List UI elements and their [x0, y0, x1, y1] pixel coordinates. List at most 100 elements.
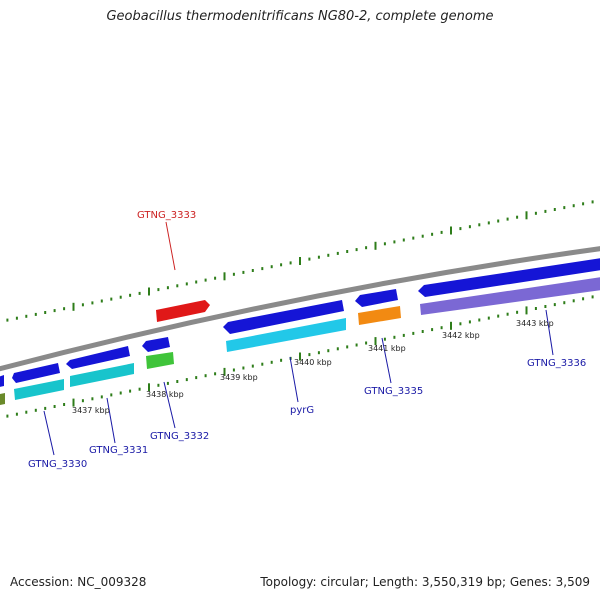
label-gene-3333[interactable]: GTNG_3333	[137, 210, 196, 221]
inner-ring-tick	[176, 380, 179, 383]
leader-3331	[106, 397, 116, 444]
label-gene-pyrG[interactable]: pyrG	[290, 405, 314, 416]
inner-ring-tick	[459, 322, 462, 326]
outer-ring-tick	[572, 204, 575, 208]
label-leaders	[43, 221, 554, 456]
gene-arrow-3333[interactable]	[156, 300, 210, 322]
gene-arrow-3336-outer[interactable]	[418, 258, 600, 297]
feature-3331-inner[interactable]	[70, 363, 134, 387]
outer-ring-tick	[270, 265, 273, 269]
feature-3332-inner[interactable]	[146, 352, 174, 369]
outer-ring-tick	[195, 280, 198, 284]
label-gene-3335[interactable]: GTNG_3335	[364, 386, 423, 397]
inner-ring-tick	[412, 331, 415, 335]
inner-ring-tick	[242, 366, 245, 370]
outer-ring-tick	[185, 282, 188, 286]
scale-label-3443: 3443 kbp	[516, 319, 554, 328]
inner-ring-tick	[591, 295, 594, 299]
gene-arrow-3335-outer[interactable]	[355, 289, 398, 307]
inner-ring-tick	[119, 391, 122, 395]
gene-arrow-left-edge[interactable]	[0, 375, 4, 388]
outer-ring-tick	[251, 269, 254, 272]
outer-ring-tick	[81, 303, 84, 307]
inner-ring-tick	[516, 310, 519, 314]
inner-ring-tick	[431, 328, 434, 332]
outer-ring-tick	[459, 227, 462, 231]
inner-ring-tick	[487, 316, 490, 320]
outer-ring-tick	[6, 318, 9, 322]
outer-ring-tick	[129, 293, 132, 297]
outer-ring-tick	[72, 302, 75, 311]
inner-ring-tick	[223, 367, 226, 376]
gene-arrow-pyrG-outer[interactable]	[223, 300, 344, 334]
inner-ring-tick	[534, 307, 537, 310]
leader-3332	[163, 381, 176, 429]
outer-ring-tick	[487, 221, 490, 225]
outer-ring-tick	[261, 267, 264, 271]
inner-ring-tick	[525, 306, 528, 315]
outer-ring-tick	[412, 236, 415, 240]
label-gene-3332[interactable]: GTNG_3332	[150, 431, 209, 442]
label-gene-3330[interactable]: GTNG_3330	[28, 459, 87, 470]
inner-ring-tick	[204, 374, 207, 378]
feature-3330-inner[interactable]	[14, 379, 64, 400]
inner-ring-tick	[251, 364, 254, 368]
inner-ring-tick	[148, 383, 150, 392]
inner-ring-tick	[232, 368, 235, 372]
inner-ring-tick	[393, 335, 396, 339]
outer-ring-tick	[44, 311, 47, 314]
outer-ring-tick	[563, 206, 566, 210]
outer-ring-tick	[327, 253, 330, 257]
outer-ring-tick	[280, 263, 283, 267]
inner-ring-tick	[63, 403, 66, 406]
outer-ring-tick	[15, 316, 18, 320]
outer-ring-tick	[383, 242, 386, 246]
inner-ring-tick	[336, 347, 339, 351]
label-gene-3331[interactable]: GTNG_3331	[89, 445, 148, 456]
inner-ring-tick	[138, 387, 141, 391]
gene-arrow-3332-outer[interactable]	[142, 337, 170, 352]
inner-ring-tick	[478, 318, 481, 322]
feature-left-edge-inner[interactable]	[0, 393, 5, 406]
inner-ring-tick	[506, 312, 509, 316]
inner-ring-tick	[440, 326, 443, 330]
scale-label-3441: 3441 kbp	[368, 344, 406, 353]
outer-ring-tick	[544, 209, 547, 213]
inner-ring-tick	[402, 333, 405, 337]
inner-ring-tick	[582, 297, 585, 301]
outer-ring-tick	[402, 238, 405, 242]
gene-arrow-3330-outer[interactable]	[12, 363, 60, 383]
feature-3335-inner[interactable]	[358, 306, 401, 325]
accession-label: Accession: NC_009328	[10, 575, 147, 589]
leader-3333	[165, 221, 176, 271]
outer-ring-tick	[34, 312, 37, 316]
scale-labels: 3437 kbp 3438 kbp 3439 kbp 3440 kbp 3441…	[72, 319, 554, 415]
outer-ring-tick	[582, 202, 585, 206]
inner-ring-tick	[572, 299, 575, 303]
outer-ring-tick	[591, 200, 594, 204]
inner-ring-tick	[44, 406, 47, 410]
outer-ring-tick	[355, 248, 358, 252]
outer-ring-tick	[393, 240, 396, 244]
feature-3336-inner[interactable]	[420, 277, 600, 315]
inner-ring-tick	[299, 352, 301, 361]
inner-ring-tick	[308, 353, 311, 357]
gene-labels: GTNG_3333 GTNG_3330 GTNG_3331 GTNG_3332 …	[28, 210, 586, 470]
outer-ring-tick	[110, 297, 113, 301]
inner-ring-tick	[100, 395, 103, 399]
outer-ring-tick	[157, 288, 160, 292]
outer-ring-tick	[232, 272, 235, 276]
label-gene-3336[interactable]: GTNG_3336	[527, 358, 586, 369]
genome-backbone	[0, 246, 600, 372]
outer-ring-tick	[374, 241, 377, 250]
outer-ring-tick	[308, 257, 311, 261]
gene-arrow-3331-outer[interactable]	[66, 346, 130, 369]
outer-ring-tick	[223, 272, 226, 281]
inner-ring-tick	[280, 358, 283, 362]
feature-pyrG-inner[interactable]	[226, 318, 346, 352]
inner-ring-tick	[157, 383, 160, 387]
inner-ring-tick	[15, 412, 18, 416]
inner-ring-tick	[166, 381, 169, 385]
outer-ring-tick	[299, 257, 301, 265]
